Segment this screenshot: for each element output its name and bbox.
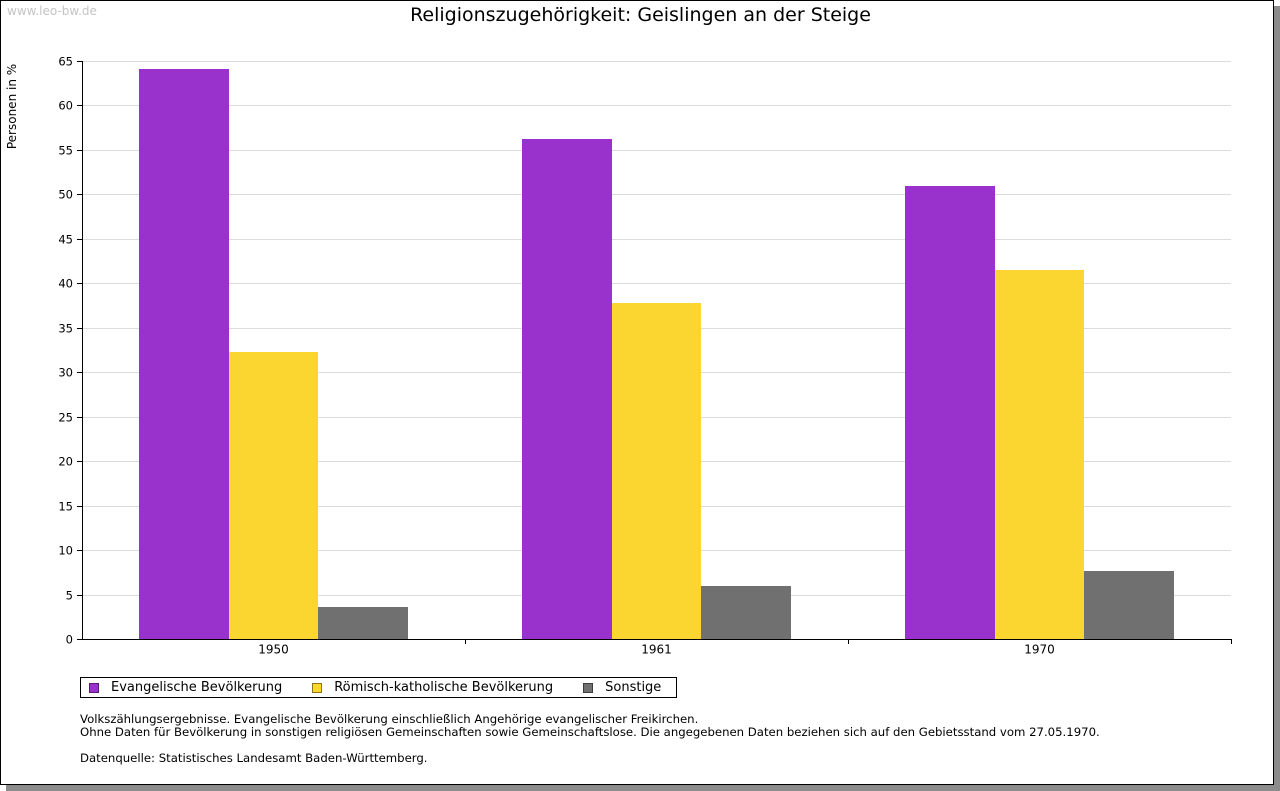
bar-evangelische-bevoelkerung-1970	[905, 186, 995, 639]
bar-sonstige-1970	[1084, 571, 1174, 639]
series-roemisch-katholische-bevoelkerung	[229, 270, 1084, 639]
bar-roemisch-katholische-bevoelkerung-1950	[229, 352, 318, 639]
y-tick-label-40: 40	[58, 277, 73, 291]
x-tick-label-1950: 1950	[258, 643, 289, 657]
y-tick-label-25: 25	[58, 411, 73, 425]
legend-swatch-roemisch-katholisch	[312, 682, 323, 693]
y-tick-label-55: 55	[58, 144, 73, 158]
bar-sonstige-1961	[701, 586, 791, 639]
x-tick-label-1970: 1970	[1024, 643, 1055, 657]
x-tick-label-1961: 1961	[641, 643, 672, 657]
series-evangelische-bevoelkerung	[139, 69, 995, 639]
bar-roemisch-katholische-bevoelkerung-1961	[612, 303, 701, 639]
series-sonstige	[318, 571, 1174, 639]
y-tick-label-50: 50	[58, 188, 73, 202]
legend-label-sonstige: Sonstige	[605, 680, 662, 695]
y-tick-label-0: 0	[66, 633, 73, 647]
plot-area: 0 5 10 15 20 25 30 35 40 45 50 55 60 65 1950 1961 1970	[58, 55, 1232, 657]
chart-title: Religionszugehörigkeit: Geislingen an de…	[410, 4, 871, 26]
y-tick-label-45: 45	[58, 233, 73, 247]
y-tick-label-5: 5	[66, 589, 73, 603]
y-tick-label-15: 15	[58, 500, 73, 514]
axes: 0 5 10 15 20 25 30 35 40 45 50 55 60 65 1950 1961 1970	[58, 55, 1232, 657]
y-tick-label-30: 30	[58, 366, 73, 380]
bar-sonstige-1950	[318, 607, 408, 639]
chart-notes: Volkszählungsergebnisse. Evangelische Be…	[80, 713, 1100, 765]
data-source: Datenquelle: Statistisches Landesamt Bad…	[80, 751, 428, 765]
bar-roemisch-katholische-bevoelkerung-1970	[995, 270, 1084, 639]
legend-label-evangelisch: Evangelische Bevölkerung	[111, 680, 283, 695]
bar-evangelische-bevoelkerung-1961	[522, 139, 612, 639]
y-tick-label-35: 35	[58, 322, 73, 336]
bar-evangelische-bevoelkerung-1950	[139, 69, 229, 639]
y-tick-label-65: 65	[58, 55, 73, 69]
legend-swatch-sonstige	[583, 682, 594, 693]
y-tick-label-60: 60	[58, 99, 73, 113]
y-tick-label-20: 20	[58, 455, 73, 469]
legend-label-roemisch-katholisch: Römisch-katholische Bevölkerung	[334, 680, 554, 695]
legend-item-roemisch-katholisch: Römisch-katholische Bevölkerung	[312, 681, 553, 694]
note-line-2: Ohne Daten für Bevölkerung in sonstigen …	[80, 725, 1100, 739]
note-line-1: Volkszählungsergebnisse. Evangelische Be…	[80, 712, 699, 726]
legend-item-sonstige: Sonstige	[583, 681, 661, 694]
bars	[139, 69, 1174, 639]
y-tick-label-10: 10	[58, 544, 73, 558]
y-axis-label: Personen in %	[5, 64, 19, 149]
legend-swatch-evangelisch	[89, 682, 99, 693]
watermark: www.leo-bw.de	[7, 4, 97, 18]
chart-legend: Evangelische Bevölkerung Römisch-katholi…	[80, 677, 677, 698]
legend-item-evangelisch: Evangelische Bevölkerung	[89, 681, 282, 694]
